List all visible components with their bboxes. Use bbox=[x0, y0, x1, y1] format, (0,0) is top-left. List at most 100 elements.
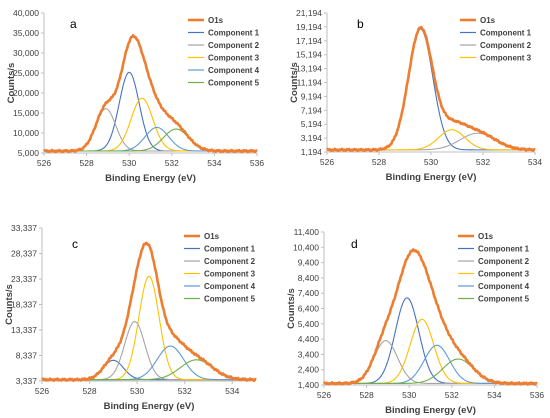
y-tick-label: 3,400 bbox=[298, 349, 320, 359]
y-tick-label: 18,337 bbox=[11, 300, 37, 310]
x-tick-label: 526 bbox=[35, 386, 49, 396]
legend-item-component-1: Component 1 bbox=[208, 29, 260, 38]
component-1-curve bbox=[324, 297, 537, 385]
x-axis-title: Binding Energy (eV) bbox=[386, 172, 477, 183]
y-tick-label: 33,337 bbox=[11, 223, 37, 233]
component-3-curve bbox=[42, 275, 256, 381]
y-tick-label: 11,400 bbox=[294, 227, 320, 237]
y-tick-label: 1,400 bbox=[298, 380, 320, 390]
legend-item-component-3: Component 3 bbox=[478, 270, 530, 279]
y-tick-label: 9,194 bbox=[301, 91, 323, 101]
x-tick-label: 530 bbox=[424, 157, 438, 167]
panel-letter: c bbox=[72, 237, 78, 251]
panel-letter: b bbox=[357, 17, 364, 31]
y-tick-label: 28,337 bbox=[11, 249, 37, 259]
y-tick-label: 3,194 bbox=[301, 133, 323, 143]
x-axis-title: Binding Energy (eV) bbox=[105, 173, 196, 184]
legend-item-component-2: Component 2 bbox=[208, 41, 260, 50]
y-tick-label: 20,000 bbox=[13, 88, 39, 98]
component-5-curve bbox=[42, 359, 257, 381]
panel-letter: d bbox=[351, 237, 358, 251]
y-tick-label: 8,400 bbox=[298, 273, 320, 283]
x-tick-label: 536 bbox=[250, 158, 264, 168]
y-tick-label: 9,400 bbox=[298, 258, 320, 268]
y-tick-label: 5,400 bbox=[298, 319, 320, 329]
x-axis-title: Binding Energy (eV) bbox=[385, 405, 476, 416]
legend-item-o1s: O1s bbox=[480, 16, 496, 25]
x-tick-label: 532 bbox=[178, 386, 192, 396]
y-tick-label: 35,000 bbox=[13, 28, 39, 38]
chart-panel-c: 3,337 8,337 13,337 18,337 23,337 28,337 33,337… bbox=[4, 223, 257, 412]
y-tick-label: 2,400 bbox=[298, 365, 320, 375]
x-tick-label: 526 bbox=[320, 157, 334, 167]
x-tick-label: 530 bbox=[402, 390, 416, 400]
x-tick-label: 534 bbox=[487, 390, 501, 400]
y-tick-label: 3,337 bbox=[16, 376, 38, 386]
legend-item-component-3: Component 3 bbox=[204, 270, 256, 279]
y-tick-label: 8,337 bbox=[16, 351, 38, 361]
y-tick-label: 40,000 bbox=[13, 8, 39, 18]
legend-item-o1s: O1s bbox=[204, 232, 220, 241]
o1s-envelope-curve bbox=[43, 34, 258, 154]
legend-item-component-4: Component 4 bbox=[478, 282, 530, 291]
y-tick-label: 7,194 bbox=[301, 105, 323, 115]
legend-item-component-1: Component 1 bbox=[480, 29, 532, 38]
legend-item-component-2: Component 2 bbox=[478, 257, 530, 266]
panel-letter: a bbox=[70, 17, 77, 31]
component-2-curve bbox=[327, 132, 536, 151]
legend-item-component-5: Component 5 bbox=[478, 295, 530, 304]
x-tick-label: 534 bbox=[225, 386, 239, 396]
component-2-curve bbox=[44, 108, 257, 152]
o1s-envelope-curve bbox=[322, 248, 538, 386]
y-tick-label: 5,194 bbox=[301, 119, 323, 129]
component-3-curve bbox=[327, 129, 535, 151]
y-axis-title: Counts/s bbox=[289, 62, 300, 103]
chart-panel-d: 1,400 2,400 3,400 4,400 5,400 6,400 7,400 8,400… bbox=[286, 227, 544, 416]
legend-item-component-4: Component 4 bbox=[208, 66, 260, 75]
legend: O1s Component 1 Component 2 Component 3 bbox=[460, 16, 532, 63]
y-tick-label: 17,194 bbox=[296, 36, 322, 46]
x-tick-label: 534 bbox=[207, 158, 221, 168]
y-tick-label: 11,194 bbox=[297, 78, 323, 88]
legend-item-component-1: Component 1 bbox=[478, 245, 530, 254]
x-axis-title: Binding Energy (eV) bbox=[104, 401, 195, 412]
x-tick-label: 532 bbox=[476, 157, 490, 167]
legend-item-component-5: Component 5 bbox=[208, 79, 260, 88]
x-tick-label: 532 bbox=[165, 158, 179, 168]
legend-item-component-2: Component 2 bbox=[204, 257, 256, 266]
y-tick-label: 10,400 bbox=[293, 242, 319, 252]
legend-item-component-5: Component 5 bbox=[204, 295, 256, 304]
legend-item-o1s: O1s bbox=[478, 232, 494, 241]
o1s-envelope-curve bbox=[40, 241, 257, 382]
legend-item-component-3: Component 3 bbox=[208, 54, 260, 63]
x-tick-label: 526 bbox=[37, 158, 51, 168]
y-tick-label: 21,194 bbox=[296, 8, 322, 18]
x-tick-label: 528 bbox=[80, 158, 94, 168]
legend-item-component-4: Component 4 bbox=[204, 282, 256, 291]
x-tick-label: 532 bbox=[445, 390, 459, 400]
y-tick-label: 15,000 bbox=[13, 108, 39, 118]
x-tick-label: 534 bbox=[528, 157, 542, 167]
legend: O1s Component 1 Component 2 Component 3 Comp… bbox=[458, 232, 530, 304]
legend: O1s Component 1 Component 2 Component 3 Comp… bbox=[188, 16, 260, 88]
x-tick-label: 528 bbox=[372, 157, 386, 167]
x-tick-label: 526 bbox=[317, 390, 331, 400]
y-tick-label: 4,400 bbox=[298, 334, 320, 344]
chart-panel-a: 5,000 10,000 15,000 20,000 25,000 30,000 35,00… bbox=[6, 8, 264, 184]
component-3-curve bbox=[324, 318, 537, 385]
y-axis-title: Counts/s bbox=[4, 284, 15, 325]
legend: O1s Component 1 Component 2 Component 3 Comp… bbox=[184, 232, 256, 304]
y-tick-label: 13,194 bbox=[296, 64, 322, 74]
y-tick-label: 13,337 bbox=[11, 325, 37, 335]
chart-panel-b: 1,194 3,194 5,194 7,194 9,194 11,194 13,194 15,… bbox=[289, 8, 542, 183]
y-axis-title: Counts/s bbox=[6, 63, 17, 104]
y-tick-label: 6,400 bbox=[298, 304, 320, 314]
component-4-curve bbox=[44, 126, 257, 152]
y-tick-label: 1,194 bbox=[301, 147, 323, 157]
y-tick-label: 5,000 bbox=[18, 148, 40, 158]
component-5-curve bbox=[44, 128, 257, 152]
x-tick-label: 536 bbox=[530, 390, 544, 400]
x-tick-label: 528 bbox=[360, 390, 374, 400]
component-2-curve bbox=[324, 340, 537, 385]
